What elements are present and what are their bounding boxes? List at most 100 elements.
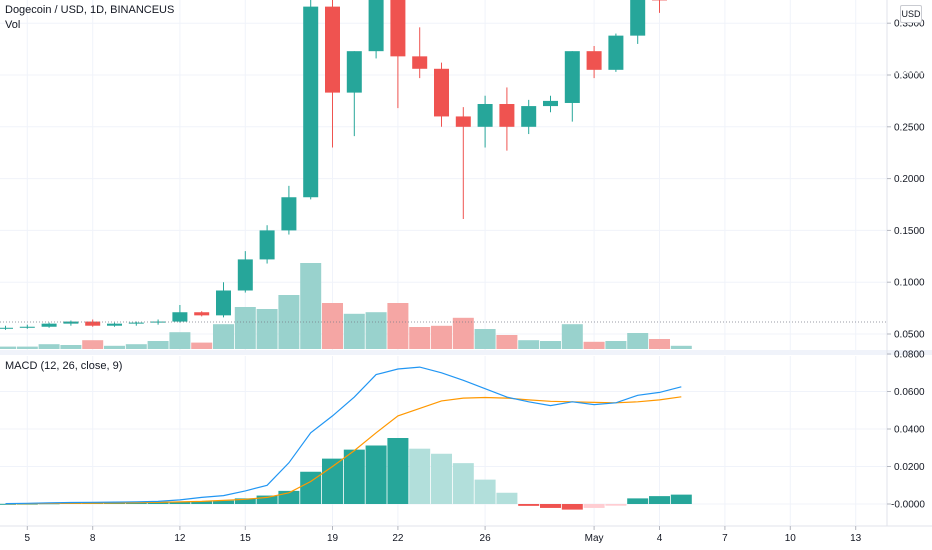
- macd-histogram-bar: [627, 498, 649, 504]
- currency-button[interactable]: USD: [900, 5, 922, 23]
- macd-histogram-bar: [322, 458, 343, 504]
- candle-body: [41, 323, 57, 327]
- volume-bar: [540, 341, 561, 349]
- volume-bar: [605, 341, 627, 349]
- time-axis[interactable]: 5 8 12 15 19 22 26 May 4 7 10 13: [25, 526, 862, 544]
- candle-body: [150, 321, 166, 323]
- macd-histogram-bar: [496, 492, 518, 504]
- candle-body: [128, 322, 144, 324]
- macd-histogram-bar: [234, 498, 256, 504]
- volume-bar: [431, 325, 452, 349]
- price-countdown: 10:19:59: [894, 78, 932, 89]
- volume-bar: [125, 344, 147, 349]
- candle-body: [325, 6, 340, 93]
- time-axis-label: 22: [392, 533, 404, 544]
- volume-bar: [452, 317, 474, 349]
- macd-axis-label: 0.0800: [894, 350, 925, 361]
- volume-bar: [343, 313, 365, 349]
- volume-bar: [365, 312, 387, 349]
- time-axis-label: 5: [25, 533, 31, 544]
- volume-bar: [474, 329, 496, 349]
- last-price-value: 0.4036: [894, 66, 925, 77]
- candle-body: [564, 51, 580, 103]
- macd-lines: [5, 366, 682, 505]
- candle-body: [521, 106, 537, 127]
- symbol-title[interactable]: Dogecoin / USD, 1D, BINANCEUS: [5, 4, 175, 16]
- time-axis-label: May: [585, 533, 604, 544]
- price-axis-label: 0.1000: [894, 278, 925, 289]
- macd-line: [5, 366, 682, 505]
- macd-histogram-bar: [474, 479, 496, 504]
- pane-separator[interactable]: [0, 0, 932, 527]
- macd-histogram-bar: [583, 504, 605, 508]
- candle-body: [586, 51, 602, 70]
- macd-histogram-bar: [561, 504, 583, 510]
- volume-bar: [191, 342, 213, 349]
- price-axis-label: 0.2500: [894, 122, 925, 133]
- price-axis-label: 0.0500: [894, 330, 925, 341]
- time-axis-label: 4: [657, 533, 663, 544]
- macd-histogram-bar: [256, 495, 278, 504]
- macd-histogram-bar: [452, 463, 474, 504]
- candle-body: [368, 0, 384, 52]
- macd-histogram-bar: [147, 502, 169, 504]
- candle-body: [237, 259, 253, 291]
- price-axis[interactable]: 0.45000.40000.35000.30000.25000.20000.15…: [887, 0, 925, 341]
- time-axis-label: 13: [850, 533, 862, 544]
- candle-body: [107, 323, 122, 326]
- time-axis-label: 7: [722, 533, 728, 544]
- pane-separator-bar: [0, 350, 932, 355]
- macd-histogram-bar: [213, 500, 234, 504]
- candle-body: [63, 321, 79, 324]
- candle-body: [499, 104, 515, 127]
- volume-bar: [147, 341, 169, 349]
- macd-axis-label: 0.0400: [894, 425, 925, 436]
- macd-histogram-bar: [387, 438, 409, 504]
- macd-histogram-bar: [343, 449, 365, 504]
- volume-bar: [213, 324, 234, 349]
- volume-bar: [38, 344, 60, 349]
- macd-histogram-bar: [518, 504, 540, 506]
- volume-bar: [496, 335, 518, 349]
- candle-body: [455, 116, 471, 127]
- volume-bar: [627, 333, 649, 349]
- candle-body: [19, 326, 35, 328]
- macd-axis-label: 0.0600: [894, 387, 925, 398]
- volume-bar: [0, 346, 16, 349]
- price-axis-label: 0.2000: [894, 174, 925, 185]
- volume-bars: [0, 263, 692, 349]
- time-axis-label: 19: [327, 533, 339, 544]
- time-axis-label: 8: [90, 533, 96, 544]
- signal-line: [5, 396, 682, 505]
- volume-bar: [322, 303, 343, 349]
- candle-body: [0, 327, 13, 329]
- volume-indicator-label[interactable]: Vol: [5, 19, 21, 31]
- candle-body: [434, 68, 449, 117]
- candle-body: [281, 197, 297, 231]
- macd-indicator-label[interactable]: MACD (12, 26, close, 9): [5, 360, 123, 372]
- macd-histogram-bar: [649, 496, 670, 504]
- volume-bar: [16, 346, 38, 349]
- time-axis-label: 12: [174, 533, 186, 544]
- macd-histogram-bar: [605, 504, 627, 506]
- macd-histogram-bar: [300, 471, 322, 504]
- macd-histogram-bar: [191, 501, 213, 504]
- last-price-badge: 0.4036 10:19:59: [894, 66, 932, 89]
- volume-bar: [561, 324, 583, 349]
- volume-bar: [82, 340, 104, 349]
- candle-body: [412, 56, 428, 69]
- volume-bar: [649, 339, 670, 349]
- time-axis-label: 26: [480, 533, 492, 544]
- candle-body: [608, 35, 624, 70]
- candle-body: [630, 0, 646, 36]
- volume-bar: [300, 263, 322, 349]
- volume-bar: [60, 345, 82, 349]
- candle-body: [259, 230, 275, 260]
- price-ref-lines: [0, 321, 887, 323]
- candle-body: [543, 100, 558, 107]
- candle-body: [85, 321, 101, 326]
- candle-body: [477, 104, 493, 127]
- volume-bar: [256, 309, 278, 349]
- macd-axis[interactable]: 0.0800 0.0600 0.0400 0.0200 -0.0000: [887, 350, 925, 511]
